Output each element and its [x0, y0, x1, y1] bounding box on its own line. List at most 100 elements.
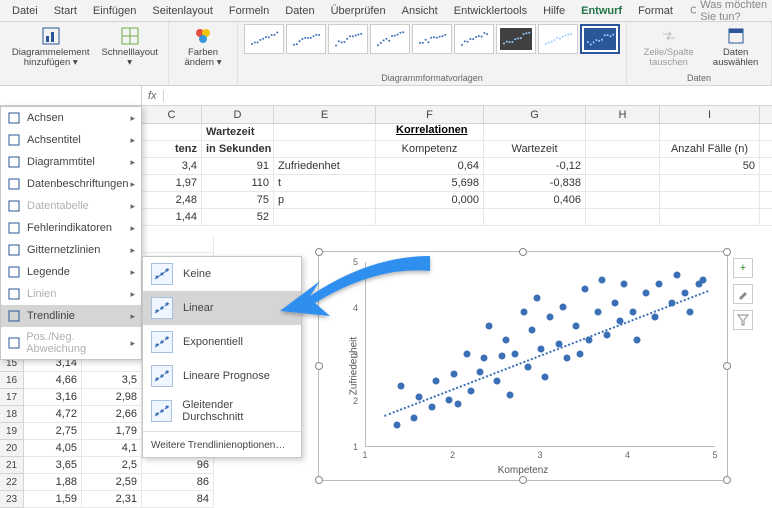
- add-chart-element-button[interactable]: Diagrammelement hinzufügen ▾: [6, 24, 95, 71]
- cell[interactable]: [274, 209, 376, 226]
- cell[interactable]: [484, 209, 586, 226]
- chart-style-6[interactable]: [454, 24, 494, 54]
- cell[interactable]: [274, 141, 376, 158]
- cell[interactable]: [760, 158, 772, 175]
- cell[interactable]: 1,44: [142, 209, 202, 226]
- cell[interactable]: 1,97: [142, 175, 202, 192]
- menu-item-trendlinie[interactable]: Trendlinie▸: [1, 305, 141, 327]
- cell[interactable]: 86: [142, 474, 214, 491]
- cell[interactable]: p: [274, 192, 376, 209]
- cell[interactable]: 1,88: [24, 474, 82, 491]
- cell[interactable]: -0,12: [484, 158, 586, 175]
- cell[interactable]: [660, 192, 760, 209]
- row-header[interactable]: 23: [0, 491, 24, 508]
- cell[interactable]: 84: [142, 491, 214, 508]
- cell[interactable]: 2,31: [82, 491, 142, 508]
- cell[interactable]: [586, 192, 660, 209]
- cell[interactable]: 5,698: [376, 175, 484, 192]
- cell[interactable]: [760, 209, 772, 226]
- cell[interactable]: [760, 175, 772, 192]
- menu-item-achsen[interactable]: Achsen▸: [1, 107, 141, 129]
- col-header-F[interactable]: F: [376, 106, 484, 124]
- cell[interactable]: 0,000: [376, 192, 484, 209]
- cell[interactable]: [142, 124, 202, 141]
- menu-einfügen[interactable]: Einfügen: [85, 3, 144, 19]
- cell[interactable]: tenz: [142, 141, 202, 158]
- cell[interactable]: 3,4: [142, 158, 202, 175]
- trendline-lineareprognose[interactable]: Lineare Prognose: [143, 359, 301, 393]
- cell[interactable]: 3,16: [24, 389, 82, 406]
- col-header-J[interactable]: J: [760, 106, 772, 124]
- chart-styles-gallery[interactable]: [244, 24, 620, 54]
- menu-seitenlayout[interactable]: Seitenlayout: [144, 3, 221, 19]
- trendline-gleitenderdurchschnitt[interactable]: Gleitender Durchschnitt: [143, 393, 301, 429]
- cell[interactable]: 4,05: [24, 440, 82, 457]
- cell[interactable]: 2,66: [82, 406, 142, 423]
- menu-item-achsentitel[interactable]: Achsentitel▸: [1, 129, 141, 151]
- cell[interactable]: [660, 175, 760, 192]
- trendline-exponentiell[interactable]: Exponentiell: [143, 325, 301, 359]
- col-header-D[interactable]: D: [202, 106, 274, 124]
- cell[interactable]: [660, 124, 760, 141]
- change-colors-button[interactable]: Farben ändern ▾: [175, 24, 231, 71]
- cell[interactable]: [586, 209, 660, 226]
- menu-daten[interactable]: Daten: [277, 3, 322, 19]
- cell[interactable]: 2,98: [82, 389, 142, 406]
- cell[interactable]: [376, 209, 484, 226]
- cell[interactable]: Zufriedenhet: [274, 158, 376, 175]
- switch-row-col-button[interactable]: Zeile/Spalte tauschen: [633, 24, 704, 71]
- cell[interactable]: 75: [202, 192, 274, 209]
- formula-input[interactable]: [164, 90, 772, 102]
- col-header-I[interactable]: I: [660, 106, 760, 124]
- cell[interactable]: 52: [202, 209, 274, 226]
- cell[interactable]: -0,838: [484, 175, 586, 192]
- chart-style-2[interactable]: [286, 24, 326, 54]
- chart-element-menu[interactable]: Achsen▸Achsentitel▸Diagrammtitel▸Datenbe…: [0, 106, 142, 360]
- quick-layout-button[interactable]: Schnelllayout ▾: [97, 24, 162, 71]
- cell[interactable]: t: [274, 175, 376, 192]
- chart-filter-button[interactable]: [733, 310, 753, 330]
- cell[interactable]: [484, 124, 586, 141]
- cell[interactable]: [586, 158, 660, 175]
- cell[interactable]: 96: [142, 457, 214, 474]
- menu-entwicklertools[interactable]: Entwicklertools: [446, 3, 535, 19]
- cell[interactable]: 1,79: [82, 423, 142, 440]
- row-header[interactable]: 20: [0, 440, 24, 457]
- menu-start[interactable]: Start: [46, 3, 85, 19]
- cell[interactable]: 2,59: [82, 474, 142, 491]
- chart-style-7[interactable]: [496, 24, 536, 54]
- chart-brush-button[interactable]: [733, 284, 753, 304]
- cell[interactable]: 2,48: [142, 192, 202, 209]
- menu-item-datenbeschriftungen[interactable]: Datenbeschriftungen▸: [1, 173, 141, 195]
- col-header-G[interactable]: G: [484, 106, 586, 124]
- cell[interactable]: Wartezeit: [484, 141, 586, 158]
- cell[interactable]: [586, 141, 660, 158]
- cell[interactable]: 4,66: [24, 372, 82, 389]
- cell[interactable]: [274, 124, 376, 141]
- cell[interactable]: Wartezeit: [202, 124, 274, 141]
- menu-format[interactable]: Format: [630, 3, 681, 19]
- menu-hilfe[interactable]: Hilfe: [535, 3, 573, 19]
- col-header-C[interactable]: C: [142, 106, 202, 124]
- cell[interactable]: [586, 124, 660, 141]
- menu-datei[interactable]: Datei: [4, 3, 46, 19]
- row-header[interactable]: 19: [0, 423, 24, 440]
- cell[interactable]: 2,75: [24, 423, 82, 440]
- cell[interactable]: [586, 175, 660, 192]
- menu-überprüfen[interactable]: Überprüfen: [323, 3, 394, 19]
- menu-item-diagrammtitel[interactable]: Diagrammtitel▸: [1, 151, 141, 173]
- select-data-button[interactable]: Daten auswählen: [706, 24, 765, 71]
- row-header[interactable]: 16: [0, 372, 24, 389]
- chart-style-5[interactable]: [412, 24, 452, 54]
- trendline-linear[interactable]: Linear: [143, 291, 301, 325]
- cell[interactable]: [760, 192, 772, 209]
- chart-style-9[interactable]: [580, 24, 620, 54]
- trendline-submenu[interactable]: KeineLinearExponentiellLineare PrognoseG…: [142, 256, 302, 458]
- menu-item-legende[interactable]: Legende▸: [1, 261, 141, 283]
- cell[interactable]: [760, 141, 772, 158]
- row-header[interactable]: 22: [0, 474, 24, 491]
- cell[interactable]: 0,406: [484, 192, 586, 209]
- cell[interactable]: [660, 209, 760, 226]
- cell[interactable]: 50: [660, 158, 760, 175]
- chart-style-3[interactable]: [328, 24, 368, 54]
